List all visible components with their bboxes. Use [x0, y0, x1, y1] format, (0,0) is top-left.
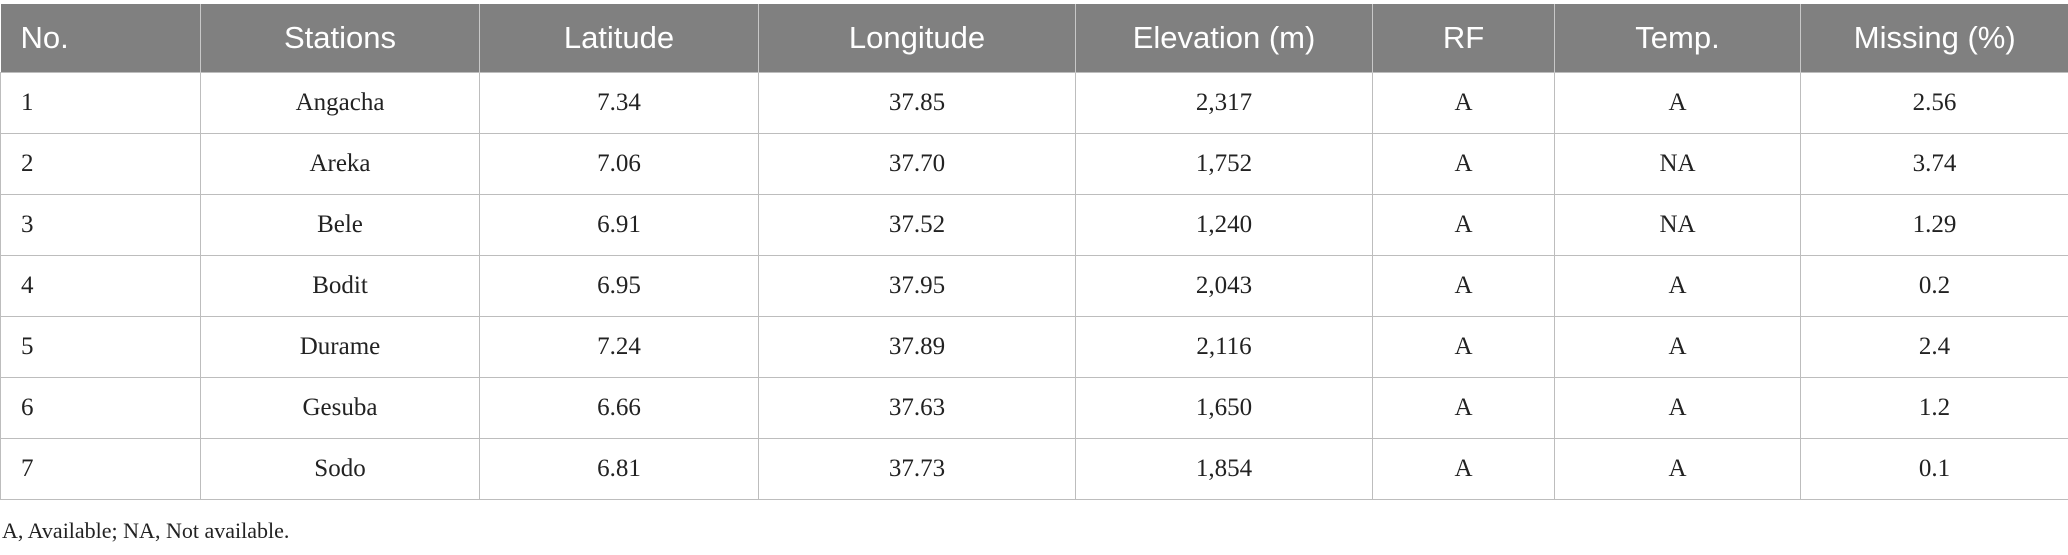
table-cell: 3.74 — [1800, 133, 2068, 195]
header-cell: Elevation (m) — [1075, 4, 1373, 73]
table-cell: 6.66 — [479, 377, 759, 439]
header-cell: Longitude — [758, 4, 1076, 73]
table-cell: A — [1372, 316, 1555, 378]
table-cell: 7.34 — [479, 72, 759, 134]
table-cell: 6 — [0, 377, 201, 439]
table-cell: 6.95 — [479, 255, 759, 317]
header-cell: Temp. — [1554, 4, 1801, 73]
table-cell: 1,854 — [1075, 438, 1373, 500]
table-cell: A — [1372, 133, 1555, 195]
table-row: 4 Bodit 6.95 37.95 2,043 A A 0.2 — [0, 255, 2068, 317]
table-row: 3 Bele 6.91 37.52 1,240 A NA 1.29 — [0, 194, 2068, 256]
table-cell: Bodit — [200, 255, 480, 317]
table-cell: 1,752 — [1075, 133, 1373, 195]
station-table: No. Stations Latitude Longitude Elevation (m… — [0, 4, 2068, 500]
table-cell: 7 — [0, 438, 201, 500]
table-cell: 37.73 — [758, 438, 1076, 500]
table-cell: 3 — [0, 194, 201, 256]
table-cell: A — [1554, 255, 1801, 317]
table-cell: 1 — [0, 72, 201, 134]
table-cell: 2 — [0, 133, 201, 195]
table-cell: 2.4 — [1800, 316, 2068, 378]
table-cell: 7.06 — [479, 133, 759, 195]
header-cell: Missing (%) — [1800, 4, 2068, 73]
table-cell: 37.85 — [758, 72, 1076, 134]
table-cell: 1.2 — [1800, 377, 2068, 439]
table-cell: A — [1554, 438, 1801, 500]
table-row: 2 Areka 7.06 37.70 1,752 A NA 3.74 — [0, 133, 2068, 195]
table-cell: 2,317 — [1075, 72, 1373, 134]
table-header: No. Stations Latitude Longitude Elevation (m… — [0, 4, 2068, 73]
table-cell: Gesuba — [200, 377, 480, 439]
table-cell: 1,240 — [1075, 194, 1373, 256]
table-cell: 2.56 — [1800, 72, 2068, 134]
table-cell: Angacha — [200, 72, 480, 134]
header-row: No. Stations Latitude Longitude Elevation (m… — [0, 4, 2068, 73]
table-cell: 2,043 — [1075, 255, 1373, 317]
footnote: A, Available; NA, Not available. — [2, 518, 290, 543]
table-row: 6 Gesuba 6.66 37.63 1,650 A A 1.2 — [0, 377, 2068, 439]
table-cell: A — [1372, 72, 1555, 134]
table-cell: A — [1372, 194, 1555, 256]
table-cell: A — [1372, 377, 1555, 439]
table-cell: 37.63 — [758, 377, 1076, 439]
table-cell: Durame — [200, 316, 480, 378]
table-cell: NA — [1554, 194, 1801, 256]
table-cell: 0.1 — [1800, 438, 2068, 500]
table-cell: 2,116 — [1075, 316, 1373, 378]
header-cell: Latitude — [479, 4, 759, 73]
table-cell: Areka — [200, 133, 480, 195]
table-cell: A — [1372, 438, 1555, 500]
header-cell: No. — [0, 4, 201, 73]
table-cell: A — [1554, 72, 1801, 134]
table-cell: NA — [1554, 133, 1801, 195]
table-cell: 1.29 — [1800, 194, 2068, 256]
table-cell: 4 — [0, 255, 201, 317]
table-cell: Sodo — [200, 438, 480, 500]
table-cell: A — [1372, 255, 1555, 317]
table-row: 5 Durame 7.24 37.89 2,116 A A 2.4 — [0, 316, 2068, 378]
table-cell: 6.81 — [479, 438, 759, 500]
table-row: 1 Angacha 7.34 37.85 2,317 A A 2.56 — [0, 72, 2068, 134]
table-cell: 37.89 — [758, 316, 1076, 378]
table-cell: 7.24 — [479, 316, 759, 378]
table-cell: 37.52 — [758, 194, 1076, 256]
table-body: 1 Angacha 7.34 37.85 2,317 A A 2.56 2 Areka 7.06 37… — [0, 72, 2068, 500]
table-cell: 0.2 — [1800, 255, 2068, 317]
table-cell: A — [1554, 377, 1801, 439]
header-cell: RF — [1372, 4, 1555, 73]
table-cell: 37.70 — [758, 133, 1076, 195]
table-cell: 6.91 — [479, 194, 759, 256]
table-cell: 37.95 — [758, 255, 1076, 317]
header-cell: Stations — [200, 4, 480, 73]
table-cell: 1,650 — [1075, 377, 1373, 439]
table-row: 7 Sodo 6.81 37.73 1,854 A A 0.1 — [0, 438, 2068, 500]
table-cell: 5 — [0, 316, 201, 378]
table-cell: Bele — [200, 194, 480, 256]
table-cell: A — [1554, 316, 1801, 378]
